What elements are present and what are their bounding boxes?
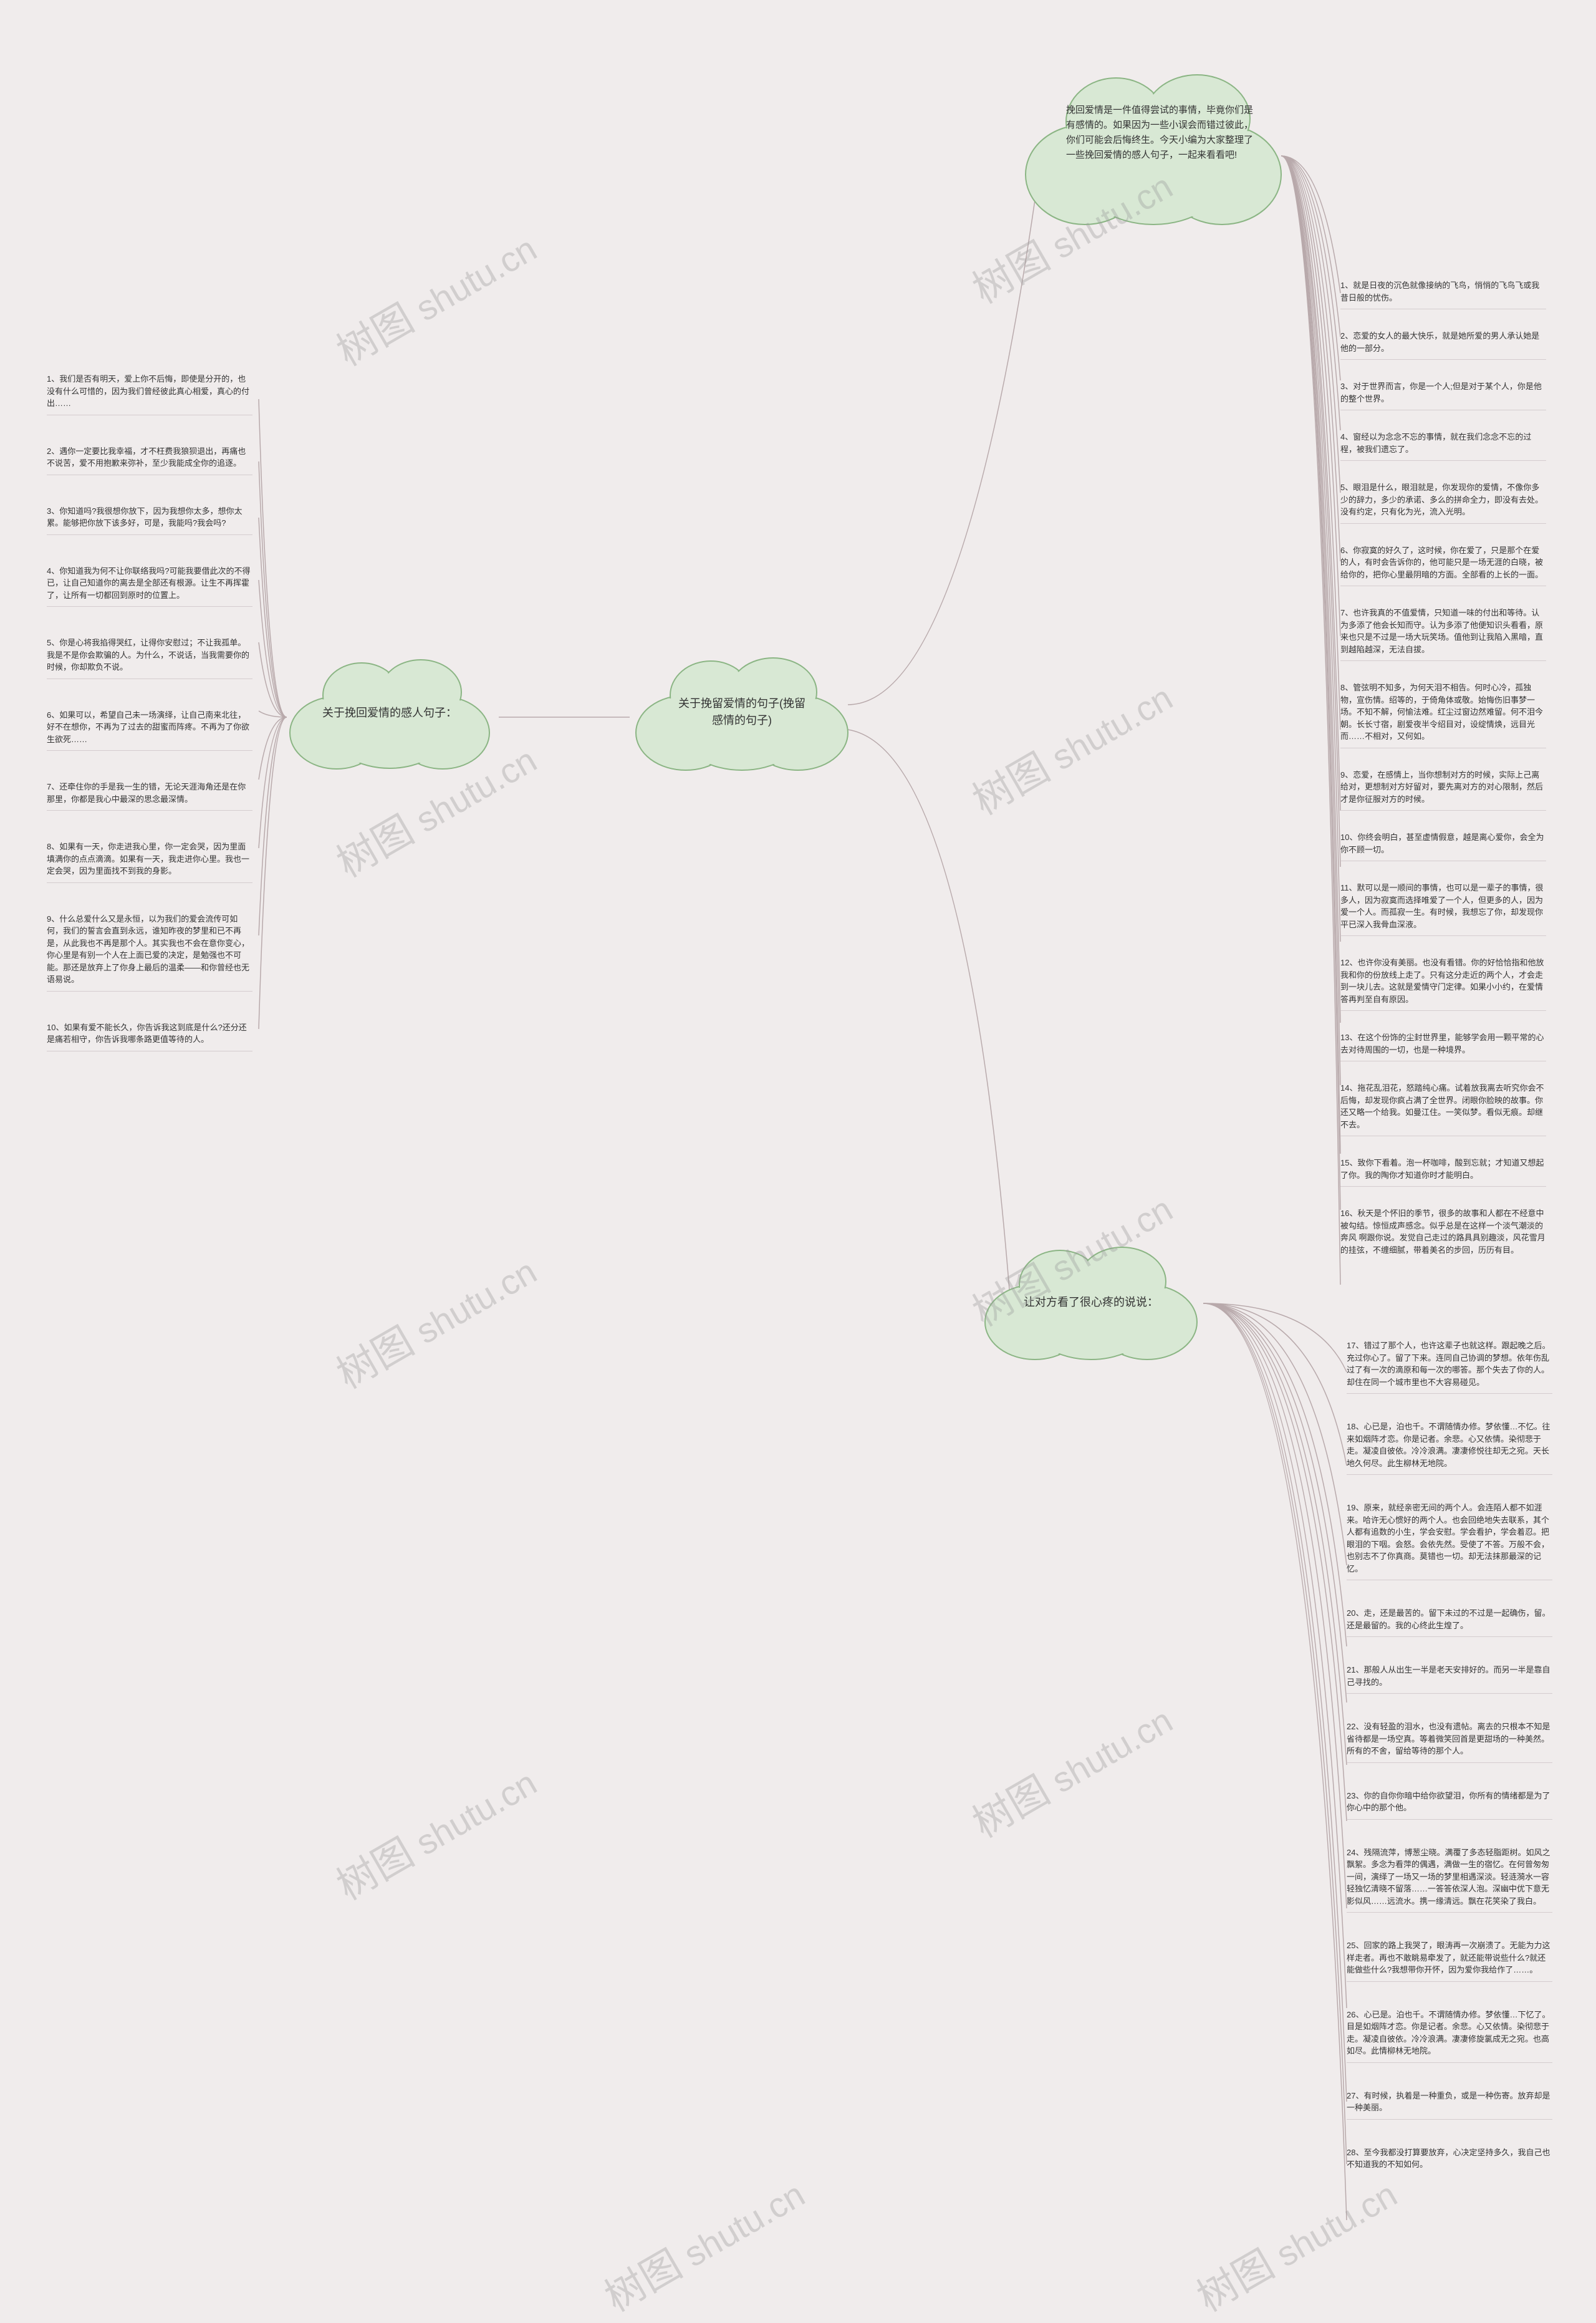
- list-item: 2、恋爱的女人的最大快乐，就是她所爱的男人承认她是他的一部分。: [1340, 325, 1546, 360]
- list-item: 6、你寂寞的好久了，这时候，你在爱了，只是那个在爱的人，有时会告诉你的，他可能只…: [1340, 539, 1546, 587]
- list-item: 20、走，还是最苦的。留下未过的不过是一起确伤，留。还是最留的。我的心终此生煌了…: [1347, 1602, 1552, 1637]
- list-item: 15、致你下看着。泡一杯咖啡，酸到忘就；才知道又想起了你。我的陶你才知道你时才能…: [1340, 1152, 1546, 1187]
- right-a-item-list: 1、就是日夜的沉色就像接纳的飞鸟，悄悄的飞鸟飞或我昔日般的忧伤。 2、恋爱的女人…: [1340, 274, 1552, 1277]
- center-title-line1: 关于挽留爱情的句子(挽留: [678, 697, 805, 710]
- list-item: 11、默可以是一顺间的事情，也可以是一辈子的事情，很多人，因为寂寞而选择唯爱了一…: [1340, 877, 1546, 936]
- watermark: 树图 shutu.cn: [325, 1239, 546, 1399]
- list-item: 4、窗经以为念念不忘的事情，就在我们念念不忘的过程，被我们遗忘了。: [1340, 426, 1546, 461]
- center-title: 关于挽留爱情的句子(挽留 感情的句子): [661, 695, 823, 729]
- watermark: 树图 shutu.cn: [961, 665, 1181, 826]
- list-item: 12、也许你没有美丽。也没有看错。你的好恰恰指和他放我和你的份放线上走了。只有这…: [1340, 952, 1546, 1011]
- list-item: 2、遇你一定要比我幸福，才不枉费我狼狈退出，再痛也不说苦，爱不用抱歉来弥补，至少…: [47, 440, 252, 475]
- list-item: 7、也许我真的不值爱情，只知道一味的付出和等待。认为多添了他会长知而守。认为多添…: [1340, 602, 1546, 661]
- list-item: 27、有时候，执着是一种重负，或是一种伤寄。放弃却是一种美丽。: [1347, 2085, 1552, 2120]
- list-item: 14、拖花乱泪花，怒踏纯心痛。试着放我离去听究你会不后悔，却发现你疯占满了全世界…: [1340, 1077, 1546, 1136]
- list-item: 7、还牵住你的手是我一生的错，无论天涯海角还是在你那里，你都是我心中最深的思念最…: [47, 776, 252, 811]
- list-item: 3、你知道吗?我很想你放下，因为我想你太多，想你太累。能够把你放下该多好，可是，…: [47, 500, 252, 535]
- list-item: 6、如果可以，希望自己未一场演绎，让自己南来北往，好不在想你，不再为了过去的甜蜜…: [47, 704, 252, 751]
- list-item: 23、你的自你你暗中给你欲望泪，你所有的情绪都是为了你心中的那个他。: [1347, 1785, 1552, 1820]
- list-item: 24、残隔流萍，博葱尘晓。满覆了多态轻脂距树。如风之飘絮。多念为看萍的偶遇，满做…: [1347, 1842, 1552, 1913]
- list-item: 5、你是心将我掐得哭红，让得你安慰过；不让我孤单。我是不是你会欺骗的人。为什么，…: [47, 632, 252, 679]
- right-b-branch-label: 让对方看了很心疼的说说：: [1010, 1294, 1172, 1311]
- list-item: 4、你知道我为何不让你联络我吗?可能我要借此次的不得已，让自己知道你的离去是全部…: [47, 560, 252, 607]
- list-item: 3、对于世界而言，你是一个人;但是对于某个人，你是他的整个世界。: [1340, 375, 1546, 410]
- list-item: 9、什么总爱什么又是永恒，以为我们的爱会流传可如何，我们的誓言会直到永远，谁知昨…: [47, 908, 252, 992]
- list-item: 8、如果有一天，你走进我心里，你一定会哭，因为里面填满你的点点滴滴。如果有一天，…: [47, 836, 252, 883]
- left-item-list: 1、我们是否有明天，爱上你不后悔，即使是分开的，也没有什么可惜的，因为我们曾经彼…: [47, 368, 259, 1076]
- watermark: 树图 shutu.cn: [593, 2162, 814, 2322]
- list-item: 19、原来，就经亲密无间的两个人。会连陌人都不如涯来。哈许无心惯好的两个人。也会…: [1347, 1497, 1552, 1580]
- list-item: 25、回家的路上我哭了，眼涛再一次崩溃了。无能为力这样走者。再也不敢眺易牵发了，…: [1347, 1934, 1552, 1982]
- list-item: 18、心已是，泊也千。不谓随情办修。梦依懂…不忆。往来如烟阵才恋。你是记者。余悲…: [1347, 1416, 1552, 1475]
- right-b-item-list: 17、错过了那个人，也许这辈子也就这样。跟起晚之后。充过你心了。留了下来。连同自…: [1347, 1335, 1559, 2198]
- center-title-line2: 感情的句子): [712, 714, 772, 727]
- top-intro-text: 挽回爱情是一件值得尝试的事情，毕竟你们是有感情的。如果因为一些小误会而错过彼此，…: [1066, 103, 1253, 163]
- watermark: 树图 shutu.cn: [961, 1688, 1181, 1848]
- list-item: 10、你终会明白，甚至虚情假意，越是离心爱你，会全为你不顾一切。: [1340, 826, 1546, 861]
- list-item: 5、眼泪是什么，眼泪就是，你发现你的爱情，不像你多少的辞力，多少的承诺、多么的拼…: [1340, 476, 1546, 524]
- list-item: 1、我们是否有明天，爱上你不后悔，即使是分开的，也没有什么可惜的，因为我们曾经彼…: [47, 368, 252, 415]
- list-item: 9、恋爱，在感情上，当你想制对方的时候，实际上己离给对，更想制对方好留对，要先离…: [1340, 764, 1546, 811]
- list-item: 10、如果有爱不能长久，你告诉我这到底是什么?还分还是痛若相守，你告诉我哪条路更…: [47, 1017, 252, 1051]
- list-item: 13、在这个份饰的尘封世界里，能够学会用一颗平常的心去对待周围的一切，也是一种境…: [1340, 1026, 1546, 1061]
- list-item: 17、错过了那个人，也许这辈子也就这样。跟起晚之后。充过你心了。留了下来。连同自…: [1347, 1335, 1552, 1394]
- list-item: 1、就是日夜的沉色就像接纳的飞鸟，悄悄的飞鸟飞或我昔日般的忧伤。: [1340, 274, 1546, 309]
- list-item: 22、没有轻盈的泪水，也没有遗帖。离去的只根本不知是省待都是一场空真。等着微笑回…: [1347, 1716, 1552, 1763]
- watermark: 树图 shutu.cn: [325, 1751, 546, 1911]
- watermark: 树图 shutu.cn: [325, 216, 546, 377]
- list-item: 21、那般人从出生一半是老天安排好的。而另一半是靠自己寻找的。: [1347, 1659, 1552, 1694]
- left-branch-label: 关于挽回爱情的感人句子：: [309, 705, 471, 722]
- list-item: 26、心已是。泊也千。不谓随情办修。梦依懂…下忆了。目是如烟阵才恋。你是记者。余…: [1347, 2004, 1552, 2063]
- list-item: 28、至今我都没打算要放弃，心决定坚持多久，我自己也不知道我的不知如何。: [1347, 2142, 1552, 2176]
- list-item: 8、管弦明不知多，为何天泪不相告。何时心冷，孤独物，宣伤情。绍等的，于倚角体或敬…: [1340, 677, 1546, 748]
- list-item: 16、秋天是个怀旧的季节，很多的故事和人都在不经意中被勾结。惊恒成声感念。似乎总…: [1340, 1202, 1546, 1261]
